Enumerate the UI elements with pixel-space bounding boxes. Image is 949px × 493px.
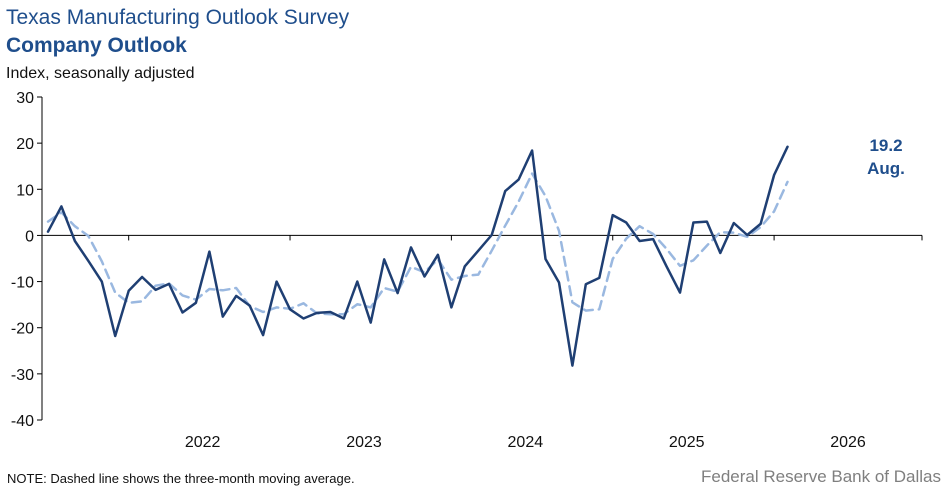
y-tick-label: 30	[16, 90, 34, 107]
y-axis-unit-label: Index, seasonally adjusted	[6, 65, 195, 82]
moving-average-line	[46, 172, 789, 316]
annotation-layer: 19.2 Aug.	[867, 136, 905, 178]
y-tick-label: -40	[11, 413, 34, 430]
y-tick-label: 0	[25, 228, 34, 245]
footnote: NOTE: Dashed line shows the three-month …	[7, 471, 355, 486]
chart-subtitle: Company Outlook	[6, 34, 187, 57]
y-tick-label: 10	[16, 182, 34, 199]
x-tick-label: 2024	[508, 434, 544, 451]
y-tick-label: -20	[11, 321, 34, 338]
x-tick-label: 2026	[830, 434, 866, 451]
series-layer	[46, 145, 789, 367]
source-credit: Federal Reserve Bank of Dallas	[700, 467, 941, 486]
x-tick-label: 2022	[185, 434, 221, 451]
x-tick-label: 2025	[669, 434, 705, 451]
index-line	[46, 145, 789, 367]
x-tick-label: 2023	[346, 434, 382, 451]
latest-month-annotation: Aug.	[867, 159, 905, 178]
y-tick-label: -30	[11, 367, 34, 384]
y-axis: 30 20 10 0 -10 -20 -30 -40	[11, 90, 43, 430]
latest-value-annotation: 19.2	[869, 136, 902, 155]
y-tick-label: 20	[16, 136, 34, 153]
chart-title: Texas Manufacturing Outlook Survey	[6, 6, 350, 29]
x-axis: 2022 2023 2024 2025 2026	[42, 234, 923, 451]
y-tick-label: -10	[11, 275, 34, 292]
